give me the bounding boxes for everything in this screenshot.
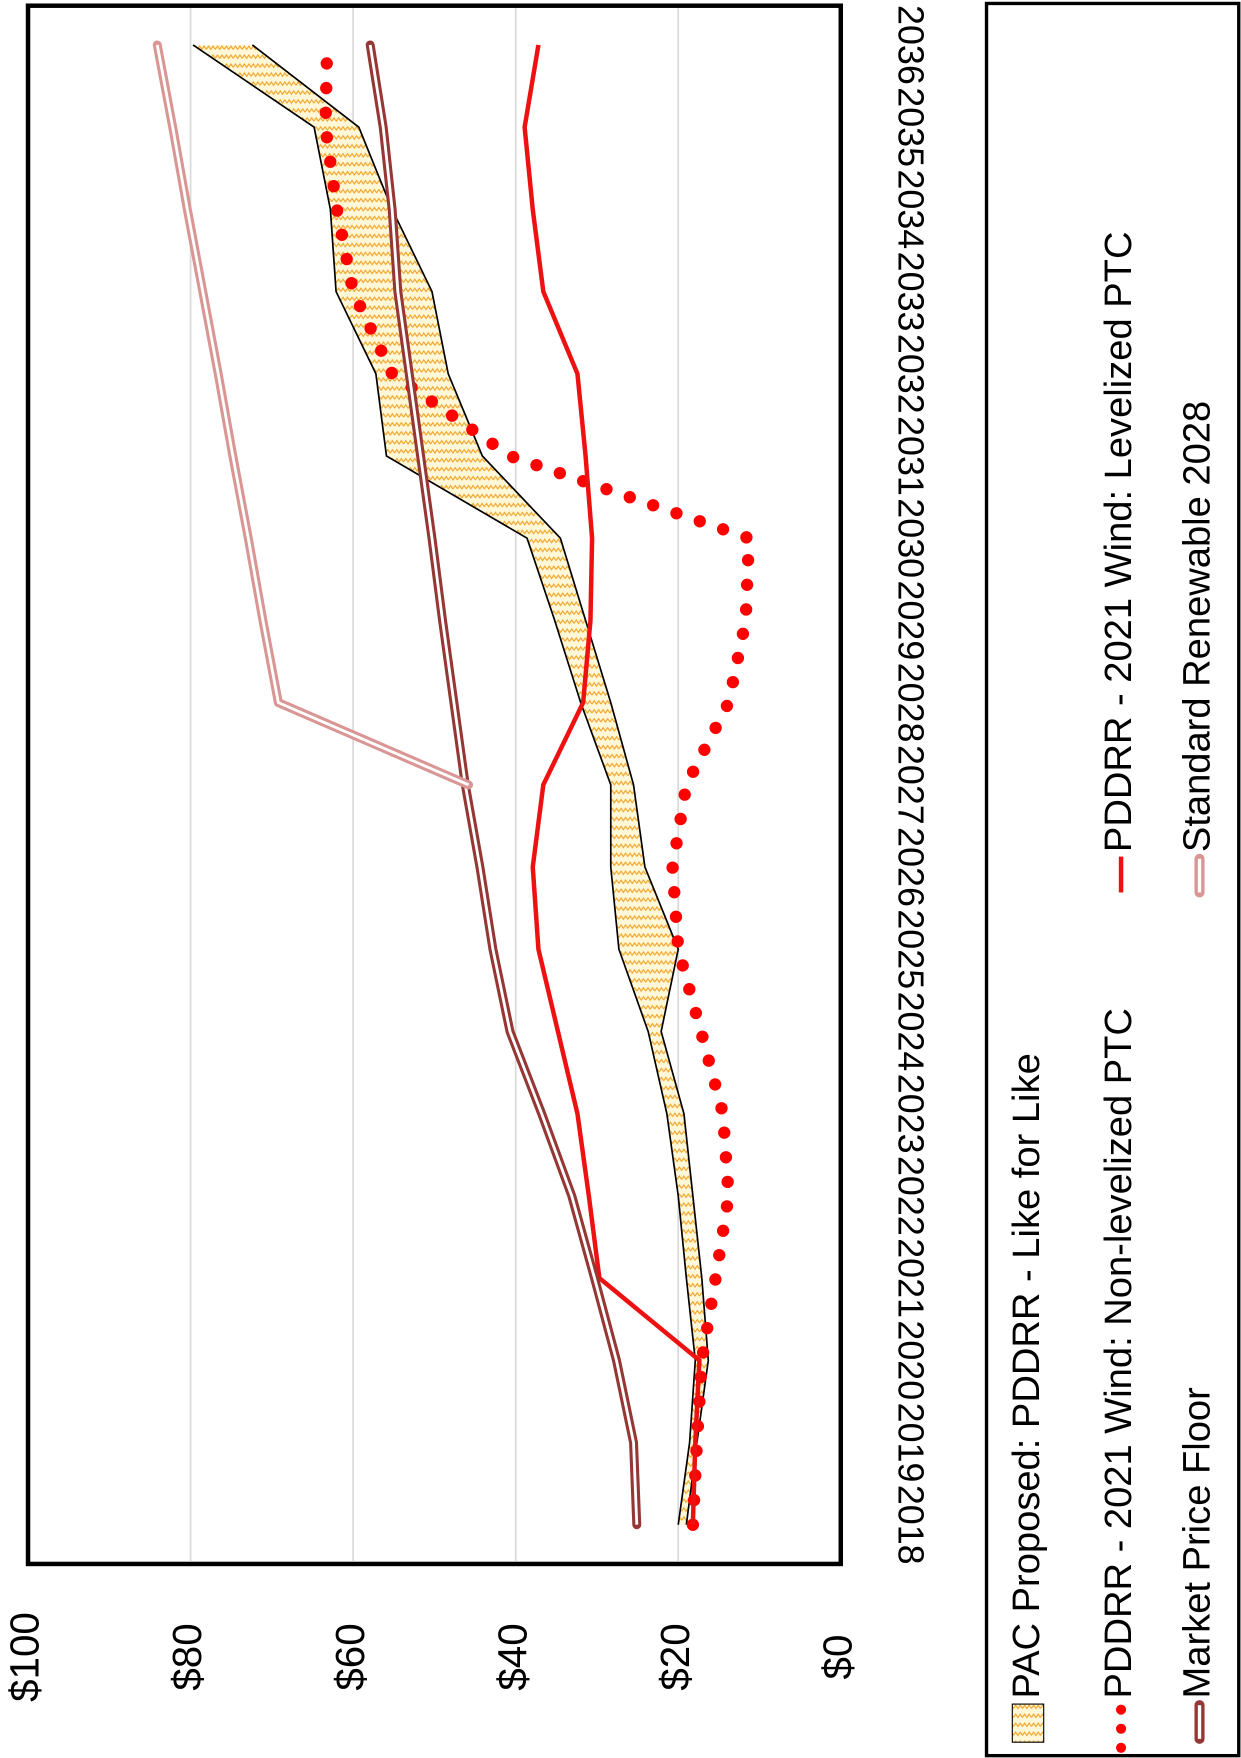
x-tick-label: 2034	[891, 169, 931, 249]
x-tick-label: 2022	[891, 1156, 931, 1236]
x-tick-label: 2028	[891, 663, 931, 743]
legend-label: PDDRR - 2021 Wind: Levelized PTC	[1098, 232, 1140, 853]
x-tick-label: 2030	[891, 498, 931, 578]
y-tick-label: $0	[814, 1635, 860, 1680]
line	[522, 44, 702, 1525]
x-tick-label: 2031	[891, 416, 931, 496]
band-edge-high	[192, 44, 697, 1525]
x-tick-label: 2018	[891, 1485, 931, 1565]
x-tick-label: 2027	[891, 745, 931, 825]
x-tick-label: 2025	[891, 909, 931, 989]
y-tick-label: $100	[2, 1612, 48, 1702]
y-tick-label: $60	[327, 1623, 373, 1690]
y-tick-label: $20	[652, 1623, 698, 1690]
x-tick-label: 2035	[891, 87, 931, 167]
x-tick-label: 2026	[891, 827, 931, 907]
legend-frame	[984, 1, 1241, 1758]
x-tick-label: 2032	[891, 334, 931, 414]
x-tick-label: 2023	[891, 1074, 931, 1154]
band-edge-low	[251, 44, 710, 1525]
x-tick-label: 2036	[891, 5, 931, 85]
y-tick-label: $80	[164, 1623, 210, 1690]
y-tick-label: $40	[489, 1623, 535, 1690]
line-inner	[155, 44, 470, 787]
legend-label: PAC Proposed: PDDRR - Like for Like	[1006, 1053, 1048, 1698]
legend-label: Market Price Floor	[1177, 1387, 1219, 1699]
x-tick-label: 2033	[891, 252, 931, 332]
x-tick-label: 2029	[891, 581, 931, 661]
legend-label: PDDRR - 2021 Wind: Non-levelized PTC	[1098, 1008, 1140, 1698]
legend-swatch	[1011, 1703, 1045, 1743]
plot-frame	[25, 3, 844, 1567]
x-tick-label: 2021	[891, 1238, 931, 1318]
x-tick-label: 2019	[891, 1403, 931, 1483]
x-tick-label: 2024	[891, 992, 931, 1072]
dotted-line	[319, 38, 756, 1531]
legend-label: Standard Renewable 2028	[1177, 401, 1219, 852]
x-tick-label: 2020	[891, 1320, 931, 1400]
